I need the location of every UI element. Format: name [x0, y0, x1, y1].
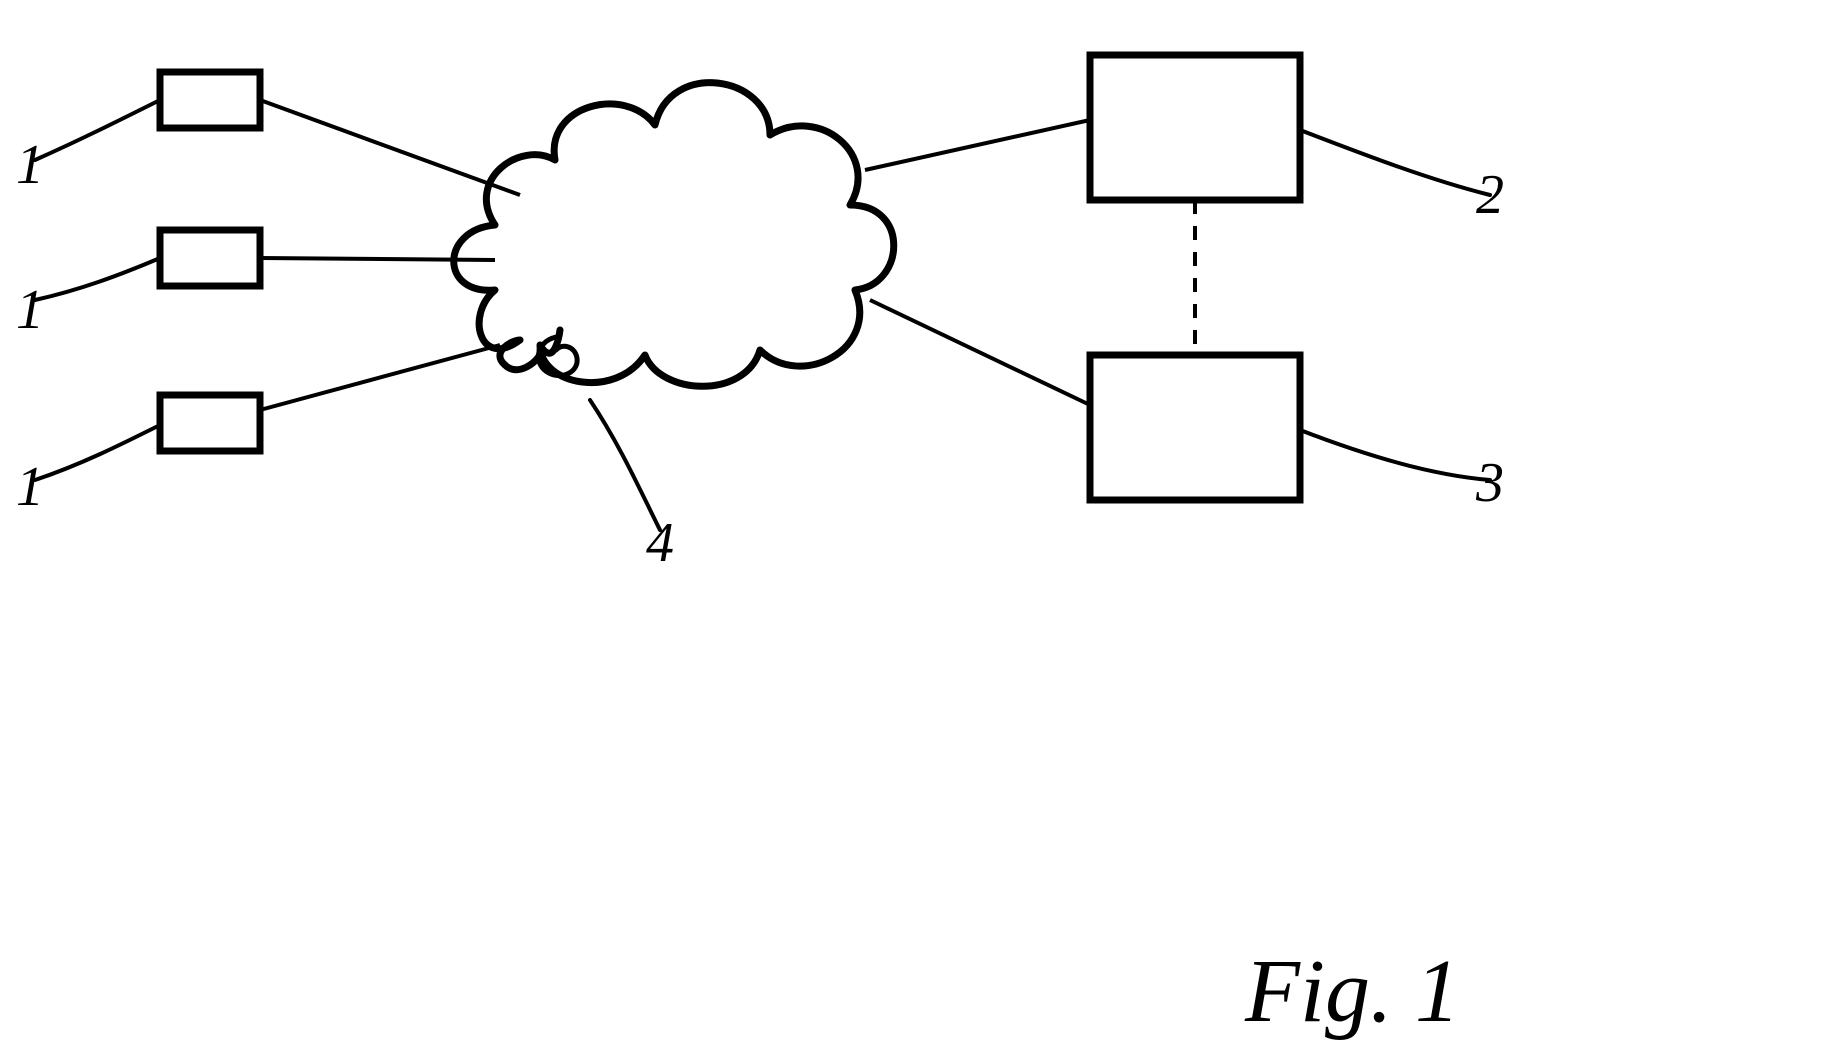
diagram-container: 1 1 1 2 3 4	[0, 0, 1834, 1058]
connection-line-2	[260, 258, 495, 260]
reference-label-1: 1	[16, 456, 44, 518]
label-leader-3	[35, 425, 160, 480]
connection-line-4	[865, 120, 1090, 170]
server-box-1	[1090, 55, 1300, 200]
client-box-2	[160, 230, 260, 286]
client-box-3	[160, 395, 260, 451]
connection-line-1	[260, 100, 520, 195]
label-leader-1	[35, 100, 160, 160]
connection-line-3	[260, 345, 500, 410]
reference-label-2: 2	[1476, 164, 1504, 226]
reference-label-1: 1	[16, 134, 44, 196]
label-leader-4	[1300, 130, 1490, 195]
figure-caption: Fig. 1	[1245, 940, 1460, 1043]
label-leader-2	[35, 258, 160, 300]
reference-label-3: 3	[1475, 452, 1504, 514]
network-diagram: 1 1 1 2 3 4	[0, 0, 1834, 1058]
server-box-2	[1090, 355, 1300, 500]
label-leader-6	[590, 400, 660, 530]
connection-line-5	[870, 300, 1090, 405]
label-leader-5	[1300, 430, 1490, 480]
reference-label-4: 4	[646, 512, 674, 574]
client-box-1	[160, 72, 260, 128]
cloud-icon	[454, 83, 894, 387]
reference-label-1: 1	[16, 279, 44, 341]
